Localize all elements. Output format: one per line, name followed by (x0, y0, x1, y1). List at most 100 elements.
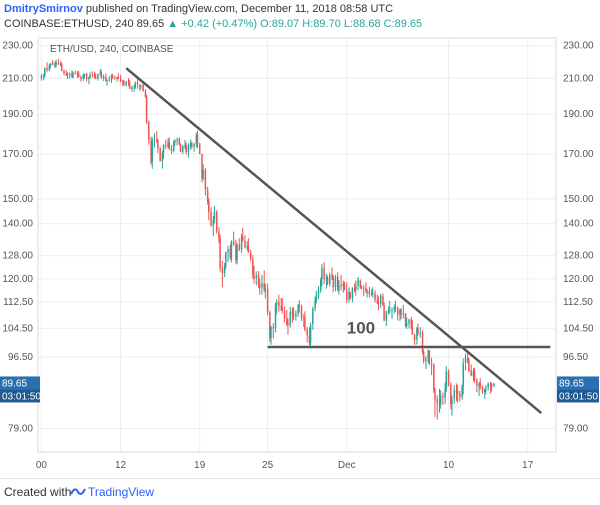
candle-body (408, 319, 410, 324)
y-tick-label-left: 128.00 (2, 251, 33, 262)
candle-body (161, 153, 164, 162)
tradingview-brand-link[interactable]: TradingView (88, 485, 155, 499)
candle-body (97, 74, 99, 79)
candle-body (191, 143, 193, 147)
candle-body (405, 322, 408, 326)
candle-body (487, 383, 489, 388)
candle-body (88, 77, 90, 80)
candle-body (201, 154, 203, 179)
drawings: 100 (125, 67, 551, 415)
candle-body (396, 307, 399, 315)
candle-body (244, 240, 246, 248)
candle-body (162, 144, 165, 154)
candle-body (346, 290, 348, 300)
y-tick-label-left: 79.00 (8, 424, 33, 435)
right-price-axis[interactable]: 230.00 210.00 190.00 170.00 150.00 140.00 128.… (563, 41, 594, 435)
header: DmitrySmirnov published on TradingView.c… (0, 0, 600, 34)
y-tick-label-left: 104.50 (2, 323, 33, 334)
up-arrow-icon: ▲ (167, 18, 179, 30)
y-tick-label-right: 230.00 (563, 41, 594, 52)
candle-body (275, 302, 278, 305)
y-tick-label-right: 79.00 (563, 424, 588, 435)
candle-body (46, 68, 48, 70)
candle-body (218, 231, 220, 239)
candle-body (374, 293, 376, 301)
candle-body (257, 275, 260, 285)
candle-body (193, 144, 195, 147)
candle-body (202, 169, 204, 179)
candle-body (315, 295, 317, 302)
candle-body (351, 288, 354, 299)
candle-body (168, 141, 170, 149)
candle-body (136, 82, 139, 85)
candle-body (204, 169, 207, 190)
candle-body (464, 357, 467, 363)
tradingview-logo-icon (70, 488, 86, 495)
candle-body (280, 306, 282, 309)
candle-body (235, 244, 237, 260)
y-tick-label-right: 104.50 (563, 323, 594, 334)
candle-body (383, 305, 385, 321)
candle-body (476, 380, 478, 386)
candle-body (106, 80, 108, 82)
candle-body (481, 386, 484, 393)
candle-body (111, 75, 114, 78)
candle-body (281, 308, 284, 311)
candle-body (246, 246, 248, 248)
candle-body (83, 73, 86, 76)
candle-body (427, 350, 429, 359)
candle-body (388, 310, 391, 312)
candle-body (178, 138, 181, 145)
candle-body (348, 292, 350, 300)
candle-body (159, 148, 161, 161)
candle-body (272, 327, 274, 329)
candle-body (447, 371, 450, 386)
candle-body (292, 315, 295, 317)
candle-body (462, 363, 465, 387)
candle-body (450, 384, 452, 405)
candle-body (142, 85, 144, 92)
candle-body (157, 140, 159, 149)
candle-body (438, 402, 441, 405)
candle-body (223, 266, 226, 274)
candle-body (170, 148, 173, 151)
candle-body (247, 246, 250, 253)
candle-body (428, 350, 431, 364)
x-tick-label: 10 (443, 460, 455, 471)
candle-body (110, 75, 113, 80)
candle-body (493, 383, 495, 386)
candle-body (286, 318, 288, 325)
candle-body (153, 139, 156, 141)
candle-body (470, 370, 472, 376)
y-tick-label-right: 210.00 (563, 73, 594, 84)
candle-body (176, 139, 178, 141)
candle-body (261, 283, 263, 288)
candle-body (55, 62, 57, 66)
candle-body (114, 77, 116, 79)
candle-body (187, 146, 190, 153)
candle-body (485, 387, 487, 389)
candle-body (417, 328, 419, 334)
x-tick-label: 25 (262, 460, 274, 471)
candle-body (453, 389, 455, 399)
candle-body (404, 313, 407, 327)
x-tick-label: 17 (522, 460, 534, 471)
candle-body (270, 326, 272, 339)
candle-body (196, 134, 199, 145)
candle-body (236, 245, 238, 260)
left-price-axis[interactable]: 230.00 210.00 190.00 170.00 150.00 140.00 128.… (2, 41, 33, 435)
y-tick-label-right: 170.00 (563, 149, 594, 160)
time-axis[interactable]: 00 12 19 25 Dec 10 17 (36, 460, 534, 471)
candle-body (94, 76, 97, 79)
candle-body (278, 301, 280, 307)
candle-body (342, 283, 345, 287)
y-tick-label-right: 140.00 (563, 219, 594, 230)
candle-body (182, 146, 184, 152)
author-link[interactable]: DmitrySmirnov (4, 3, 83, 15)
candle-body (455, 390, 458, 392)
candle-body (59, 63, 62, 65)
price-chart[interactable]: 100 ETH/USD, 240, COINBASE 230.00 210.00 1… (0, 34, 600, 478)
candle-body (340, 284, 342, 287)
candle-body (306, 329, 308, 336)
candle-body (343, 284, 346, 291)
